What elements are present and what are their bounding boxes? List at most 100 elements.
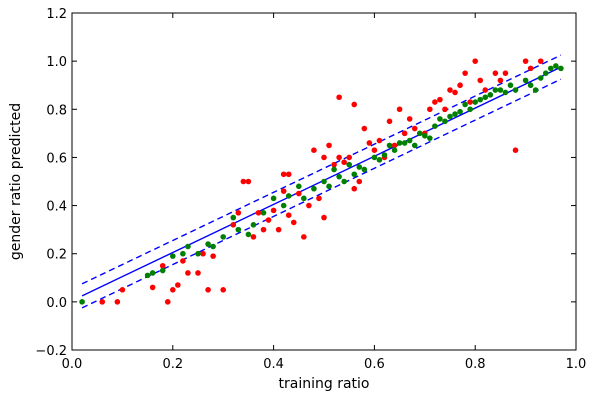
red-data-point [280, 188, 287, 194]
y-tick-label: 0.0 [46, 296, 67, 311]
green-data-point [205, 241, 211, 247]
red-data-point [432, 99, 438, 105]
dashed-bound-line [81, 78, 562, 309]
red-data-point [210, 253, 216, 259]
red-data-point [306, 202, 312, 209]
red-data-point [205, 287, 211, 293]
green-data-point [497, 87, 504, 93]
green-data-point [296, 183, 302, 190]
red-data-point [497, 77, 504, 84]
green-data-point [285, 193, 292, 199]
green-data-point [301, 195, 307, 202]
green-data-point [406, 137, 413, 144]
red-data-point [114, 299, 121, 305]
green-data-point [245, 231, 252, 238]
red-data-point [235, 209, 242, 216]
red-data-point [371, 147, 378, 154]
red-data-point [250, 234, 257, 240]
red-data-point [457, 82, 463, 89]
red-data-point [376, 137, 383, 144]
red-data-point [482, 87, 489, 93]
red-data-point [401, 130, 408, 137]
y-tick-label: 0.4 [46, 200, 67, 215]
red-data-point [170, 287, 176, 293]
green-data-point [180, 250, 186, 257]
green-data-point [321, 178, 327, 185]
green-data-point [537, 75, 544, 81]
green-data-point [467, 106, 473, 113]
red-data-point [386, 118, 393, 125]
red-data-point [200, 250, 206, 257]
green-data-point [558, 65, 564, 72]
green-data-point [442, 118, 448, 125]
red-data-point [472, 58, 479, 64]
green-data-point [522, 77, 529, 84]
red-data-point [311, 147, 317, 154]
green-data-point [401, 140, 408, 146]
red-data-point [537, 58, 544, 64]
green-data-point [326, 183, 332, 190]
red-data-point [452, 89, 458, 96]
green-data-point [270, 195, 277, 202]
red-data-point [336, 94, 342, 101]
red-data-point [301, 234, 307, 240]
green-data-point [159, 267, 166, 274]
green-data-point [235, 226, 242, 233]
red-data-point [175, 282, 181, 288]
red-data-point [321, 154, 327, 161]
green-data-point [411, 142, 418, 149]
red-data-point [437, 96, 443, 103]
red-data-point [285, 171, 292, 178]
green-data-point [381, 152, 388, 158]
green-data-point [250, 222, 257, 228]
green-data-point [356, 164, 363, 170]
green-data-point [371, 154, 378, 161]
red-data-point [361, 125, 368, 132]
red-data-point [366, 140, 373, 146]
green-data-point [341, 178, 347, 185]
green-data-point [427, 135, 433, 141]
red-data-point [285, 212, 292, 218]
red-data-point [321, 214, 327, 221]
green-data-point [311, 185, 317, 192]
green-data-point [487, 92, 494, 98]
red-data-point [230, 222, 237, 228]
red-data-point [185, 270, 191, 276]
green-data-point [336, 173, 342, 180]
x-tick-label: 0.0 [62, 357, 83, 372]
red-data-point [462, 70, 468, 76]
red-data-point [119, 287, 126, 293]
green-data-point [452, 111, 458, 117]
x-tick-label: 0.6 [364, 357, 385, 372]
red-data-point [427, 106, 433, 113]
green-data-point [422, 132, 428, 139]
green-data-point [185, 243, 191, 250]
red-data-point [195, 270, 201, 276]
y-tick-label: 0.2 [46, 248, 67, 263]
green-data-point [260, 209, 267, 216]
green-data-point [144, 272, 151, 279]
red-data-point [326, 142, 332, 149]
green-data-point [472, 99, 479, 105]
green-data-point [210, 243, 216, 250]
red-data-point [99, 299, 106, 305]
red-data-point [396, 106, 403, 113]
green-data-point [230, 214, 237, 221]
y-tick-label: 1.2 [46, 7, 67, 22]
green-data-point [361, 166, 368, 173]
green-data-point [527, 82, 534, 89]
green-data-point [477, 96, 484, 103]
red-data-point [467, 99, 473, 105]
y-tick-label: −0.2 [35, 344, 67, 359]
green-data-point [548, 65, 554, 72]
green-data-point [553, 63, 559, 69]
green-data-point [149, 270, 156, 276]
red-data-point [346, 154, 353, 161]
dashed-bound-line [81, 54, 562, 285]
red-data-point [336, 154, 342, 161]
red-data-point [265, 217, 272, 223]
chart-ticks: 0.0 0.2 0.4 0.6 0.8 1.0−0.20.00.20.40.60.81.0… [35, 7, 586, 372]
red-data-point [240, 178, 247, 185]
green-data-point [462, 101, 468, 108]
